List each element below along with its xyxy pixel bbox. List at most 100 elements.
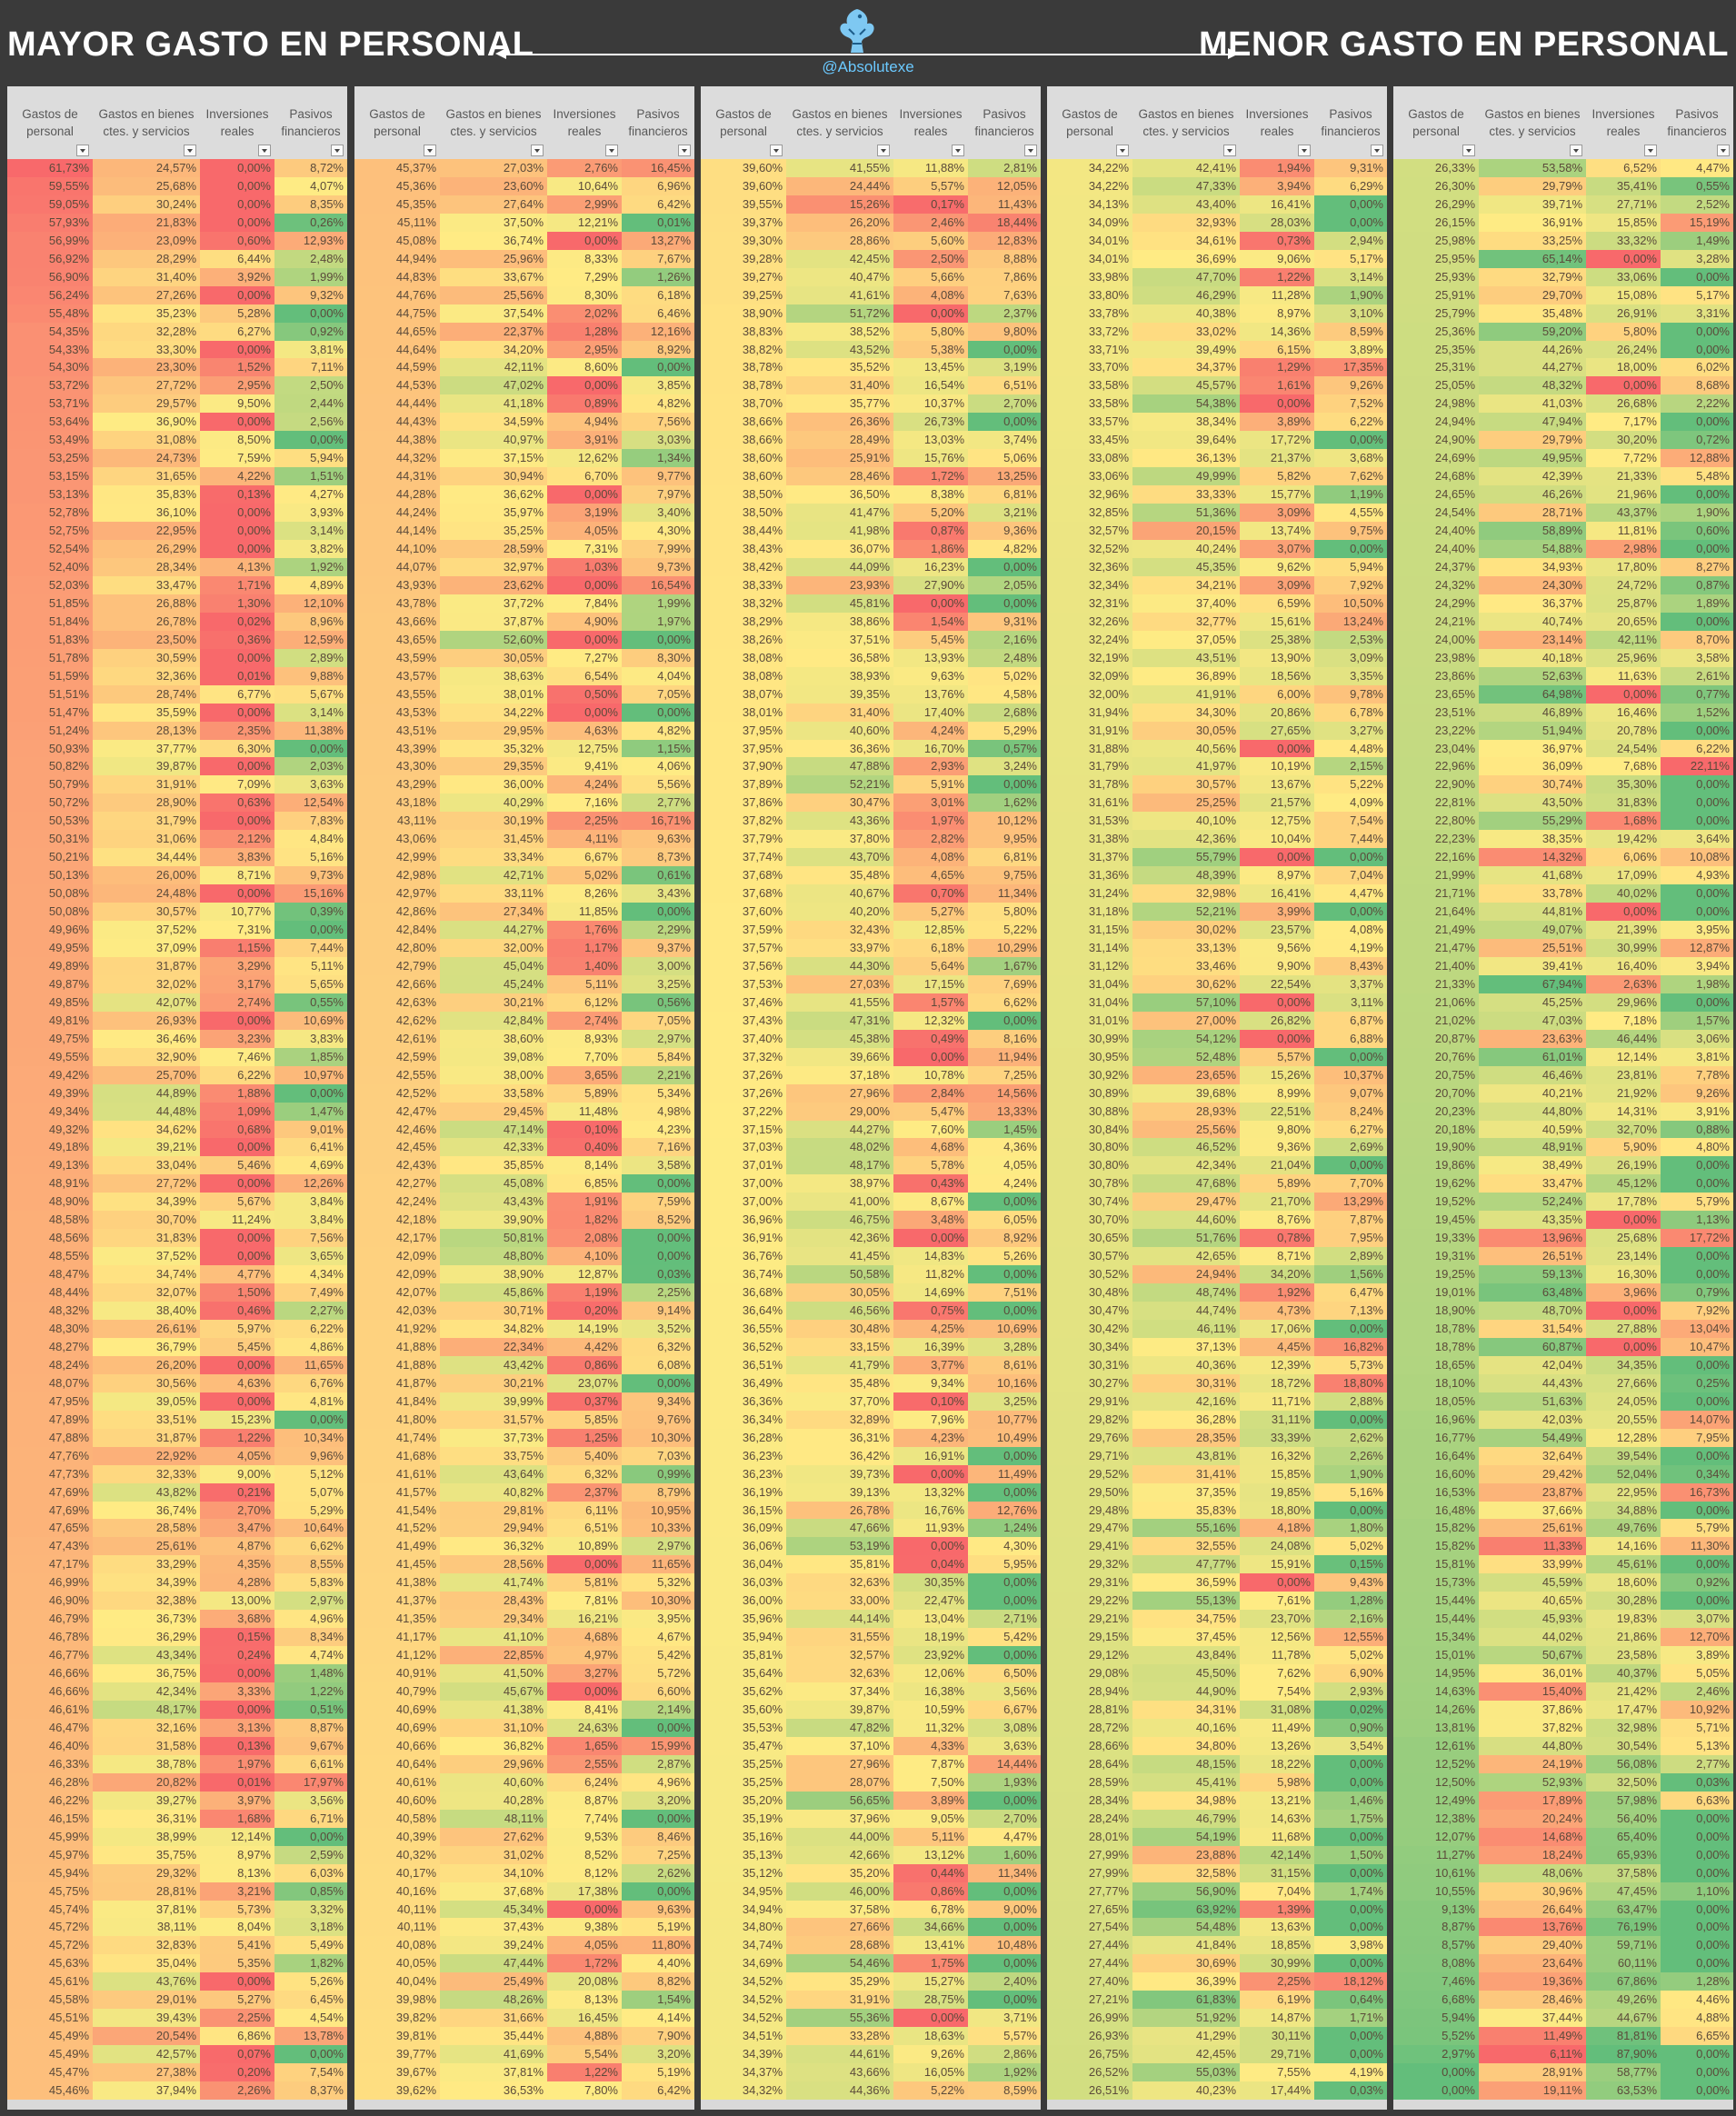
table-cell: 0,00% (893, 594, 968, 613)
table-cell: 27,26% (93, 285, 200, 304)
filter-dropdown-icon[interactable] (258, 145, 271, 156)
table-cell: 12,49% (1393, 1791, 1479, 1810)
table-cell: 4,24% (968, 1174, 1041, 1193)
table-cell: 6,81% (968, 485, 1041, 504)
table-cell: 0,64% (1314, 1991, 1387, 2010)
table-cell: 47,17% (7, 1555, 93, 1574)
table-cell: 32,77% (1132, 612, 1240, 631)
table-cell: 7,62% (1240, 1664, 1314, 1683)
table-cell: 0,00% (968, 340, 1041, 359)
table-row: 44,07% 32,97% 1,03% 9,73% (354, 557, 694, 576)
table-row: 49,81% 26,93% 0,00% 10,69% (7, 1011, 347, 1030)
table-cell: 33,97% (786, 938, 893, 957)
filter-dropdown-icon[interactable] (952, 145, 964, 156)
table-cell: 39,54% (1586, 1446, 1661, 1465)
table-cell: 14,68% (1479, 1827, 1586, 1846)
table-cell: 0,00% (1586, 376, 1661, 395)
table-cell: 49,34% (7, 1102, 93, 1121)
filter-dropdown-icon[interactable] (1024, 145, 1037, 156)
table-cell: 0,00% (1661, 993, 1733, 1012)
table-cell: 33,04% (93, 1156, 200, 1175)
table-cell: 7,46% (1393, 1972, 1479, 1991)
table-cell: 53,49% (7, 431, 93, 450)
table-cell: 3,21% (200, 1881, 274, 1901)
table-cell: 21,04% (1240, 1156, 1314, 1175)
table-cell: 33,58% (1047, 376, 1132, 395)
table-cell: 7,31% (547, 540, 622, 558)
filter-dropdown-icon[interactable] (184, 145, 196, 156)
table-cell: 7,16% (622, 1138, 694, 1157)
table-cell: 36,53% (440, 2081, 547, 2100)
table-cell: 34,93% (1479, 557, 1586, 576)
table-cell: 3,14% (274, 703, 347, 722)
table-cell: 26,75% (1047, 2045, 1132, 2064)
table-cell: 1,10% (1661, 1881, 1733, 1901)
table-row: 44,64% 34,20% 2,95% 8,92% (354, 340, 694, 359)
table-cell: 10,37% (1314, 1065, 1387, 1084)
table-cell: 37,03% (701, 1138, 786, 1157)
filter-dropdown-icon[interactable] (531, 145, 544, 156)
table-cell: 18,10% (1393, 1373, 1479, 1392)
table-cell: 20,65% (1586, 612, 1661, 631)
table-cell: 0,00% (547, 1555, 622, 1574)
table-row: 50,82% 39,87% 0,00% 2,03% (7, 757, 347, 776)
table-cell: 65,40% (1586, 1827, 1661, 1846)
filter-dropdown-icon[interactable] (1570, 145, 1582, 156)
filter-dropdown-icon[interactable] (678, 145, 691, 156)
filter-dropdown-icon[interactable] (770, 145, 783, 156)
table-cell: 45,11% (354, 213, 440, 232)
filter-dropdown-icon[interactable] (1462, 145, 1475, 156)
table-cell: 3,09% (1240, 504, 1314, 523)
table-cell: 41,61% (786, 285, 893, 304)
table-row: 16,53% 23,87% 22,95% 16,73% (1393, 1482, 1733, 1502)
table-cell: 0,49% (893, 1029, 968, 1048)
table-cell: 5,85% (547, 1410, 622, 1429)
table-cell: 42,39% (1479, 467, 1586, 486)
table-cell: 4,35% (200, 1555, 274, 1574)
filter-dropdown-icon[interactable] (1371, 145, 1383, 156)
table-cell: 24,40% (1393, 522, 1479, 541)
table-cell: 76,19% (1586, 1918, 1661, 1937)
table-row: 43,53% 34,22% 0,00% 0,00% (354, 703, 694, 722)
table-cell: 24,00% (1393, 630, 1479, 649)
table-cell: 4,22% (200, 467, 274, 486)
filter-dropdown-icon[interactable] (1223, 145, 1236, 156)
filter-dropdown-icon[interactable] (424, 145, 436, 156)
filter-dropdown-icon[interactable] (1644, 145, 1657, 156)
table-cell: 43,84% (1132, 1646, 1240, 1665)
table-cell: 30,71% (440, 1302, 547, 1320)
table-row: 31,14% 33,13% 9,56% 4,19% (1047, 938, 1387, 957)
filter-dropdown-icon[interactable] (1116, 145, 1129, 156)
table-cell: 21,37% (1240, 449, 1314, 468)
table-cell: 31,87% (93, 956, 200, 975)
table-row: 45,72% 38,11% 8,04% 3,18% (7, 1918, 347, 1937)
table-cell: 16,77% (1393, 1428, 1479, 1447)
table-cell: 8,61% (968, 1355, 1041, 1374)
table-row: 29,41% 32,55% 24,08% 5,02% (1047, 1537, 1387, 1556)
table-row: 10,61% 48,06% 37,58% 0,00% (1393, 1863, 1733, 1882)
table-row: 29,71% 43,81% 16,32% 2,26% (1047, 1446, 1387, 1465)
table-cell: 27,71% (1586, 195, 1661, 214)
filter-dropdown-icon[interactable] (1298, 145, 1311, 156)
filter-dropdown-icon[interactable] (605, 145, 618, 156)
table-row: 18,90% 48,70% 0,00% 7,92% (1393, 1302, 1733, 1320)
filter-dropdown-icon[interactable] (76, 145, 89, 156)
table-cell: 0,00% (547, 376, 622, 395)
table-cell: 31,12% (1047, 956, 1132, 975)
table-cell: 33,06% (1586, 267, 1661, 286)
table-row: 15,44% 40,65% 30,28% 0,00% (1393, 1592, 1733, 1611)
table-cell: 52,54% (7, 540, 93, 558)
table-cell: 3,89% (1661, 1646, 1733, 1665)
filter-dropdown-icon[interactable] (331, 145, 344, 156)
table-row: 29,12% 43,84% 11,78% 5,02% (1047, 1646, 1387, 1665)
table-cell: 21,64% (1393, 903, 1479, 922)
filter-dropdown-icon[interactable] (877, 145, 890, 156)
table-cell: 0,00% (1314, 2027, 1387, 2046)
table-cell: 30,48% (1047, 1283, 1132, 1303)
table-cell: 8,24% (1314, 1102, 1387, 1121)
filter-dropdown-icon[interactable] (1717, 145, 1730, 156)
table-cell: 4,09% (1314, 794, 1387, 813)
table-cell: 0,00% (200, 340, 274, 359)
table-cell: 14,63% (1393, 1682, 1479, 1702)
table-cell: 10,69% (968, 1320, 1041, 1338)
